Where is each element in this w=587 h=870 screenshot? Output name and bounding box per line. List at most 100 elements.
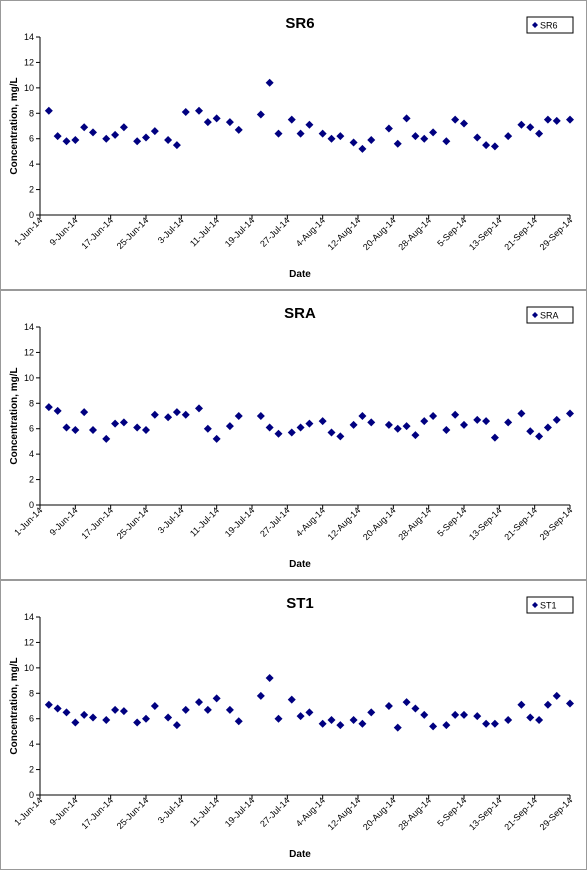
data-point <box>44 106 53 115</box>
data-point <box>318 129 327 138</box>
y-tick-label: 8 <box>29 688 34 698</box>
data-point <box>102 434 111 443</box>
data-point <box>543 115 552 124</box>
data-point <box>420 417 429 426</box>
data-point <box>367 418 376 427</box>
data-point <box>150 702 159 710</box>
y-tick-label: 6 <box>29 714 34 724</box>
data-point <box>111 705 120 714</box>
data-point <box>44 700 53 709</box>
data-point <box>150 410 159 419</box>
data-point <box>384 702 393 710</box>
data-point <box>212 694 221 703</box>
legend-marker <box>532 312 538 318</box>
chart-title: SR6 <box>285 15 314 32</box>
data-point <box>473 415 482 424</box>
data-point <box>89 713 97 722</box>
data-point <box>296 423 305 432</box>
data-point <box>460 710 468 719</box>
data-point <box>318 417 327 426</box>
data-point <box>358 412 367 420</box>
y-tick-label: 4 <box>29 739 34 749</box>
data-point <box>358 719 367 728</box>
y-axis-label: Concentration, mg/L <box>9 77 20 174</box>
data-point <box>349 138 358 147</box>
data-point <box>552 116 561 125</box>
data-point <box>89 128 97 137</box>
data-point <box>133 718 142 727</box>
data-point <box>256 691 265 700</box>
data-point <box>80 710 89 719</box>
data-point <box>71 718 80 727</box>
data-point <box>133 423 142 432</box>
data-point <box>517 120 526 129</box>
data-point <box>367 708 376 717</box>
data-point <box>451 410 460 419</box>
data-point <box>442 425 451 434</box>
data-point <box>327 134 336 143</box>
data-point <box>80 408 89 417</box>
y-tick-label: 12 <box>24 637 34 647</box>
data-point <box>102 134 111 143</box>
legend-box <box>526 306 574 324</box>
data-point <box>256 110 265 119</box>
data-point <box>402 114 411 123</box>
legend-marker <box>532 602 538 608</box>
data-point <box>225 705 234 714</box>
y-tick-label: 10 <box>24 83 34 93</box>
data-point <box>287 428 296 437</box>
data-point <box>111 130 120 139</box>
data-point <box>490 142 499 151</box>
data-point <box>287 695 296 704</box>
data-point <box>119 418 128 427</box>
y-tick-label: 4 <box>29 449 34 459</box>
data-point <box>111 419 120 428</box>
data-point <box>164 135 173 144</box>
data-point <box>62 708 71 717</box>
data-point <box>265 674 274 683</box>
data-point <box>526 427 535 436</box>
data-point <box>566 409 574 418</box>
data-point <box>172 408 181 417</box>
data-point <box>172 141 181 150</box>
data-point <box>482 417 491 426</box>
legend-marker <box>532 22 538 28</box>
data-point <box>384 420 393 429</box>
y-tick-label: 14 <box>24 32 34 42</box>
data-point <box>274 129 283 138</box>
data-point <box>552 415 561 424</box>
data-point <box>164 713 173 722</box>
data-point <box>80 123 89 132</box>
data-point <box>490 433 499 442</box>
data-point <box>336 132 345 141</box>
data-point <box>181 108 190 117</box>
data-point <box>526 713 535 722</box>
data-point <box>164 413 173 422</box>
data-point <box>234 717 243 726</box>
data-point <box>62 137 71 146</box>
data-point <box>327 428 336 437</box>
data-point <box>543 423 552 432</box>
y-tick-label: 0 <box>29 500 34 510</box>
data-point <box>460 119 468 128</box>
data-point <box>393 424 402 433</box>
data-point <box>411 431 420 440</box>
data-point <box>256 412 265 420</box>
data-point <box>203 118 212 127</box>
data-point <box>402 422 411 431</box>
data-point <box>504 418 513 427</box>
data-point <box>349 420 358 429</box>
data-point <box>504 132 513 141</box>
data-point <box>212 434 221 443</box>
y-tick-label: 12 <box>24 347 34 357</box>
data-point <box>89 425 97 434</box>
data-point <box>517 409 526 418</box>
data-point <box>566 115 574 124</box>
chart-title: ST1 <box>286 595 314 612</box>
data-point <box>460 420 468 429</box>
panel-border <box>0 290 587 580</box>
data-point <box>305 120 314 129</box>
data-point <box>318 719 327 728</box>
